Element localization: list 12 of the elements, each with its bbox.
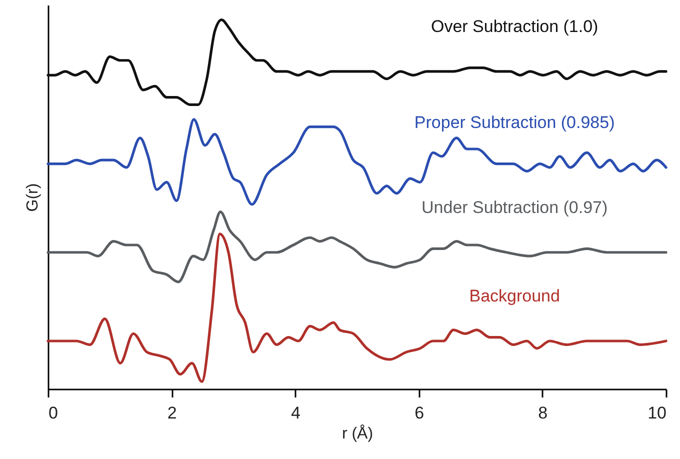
series-label: Background: [469, 286, 560, 306]
series-label: Proper Subtraction (0.985): [414, 113, 615, 132]
x-tick-label: 10: [648, 404, 666, 422]
x-tick-label: 6: [414, 404, 424, 422]
x-tick-label: 4: [290, 404, 300, 422]
series-label: Under Subtraction (0.97): [422, 198, 608, 218]
x-tick-label: 8: [538, 404, 548, 422]
x-axis-title: r (Å): [342, 424, 374, 442]
y-axis-title: G(r): [24, 183, 42, 212]
x-tick-label: 2: [167, 404, 177, 422]
text: Over Subtraction (1.0): [430, 17, 598, 36]
x-tick-label: 0: [48, 404, 58, 422]
